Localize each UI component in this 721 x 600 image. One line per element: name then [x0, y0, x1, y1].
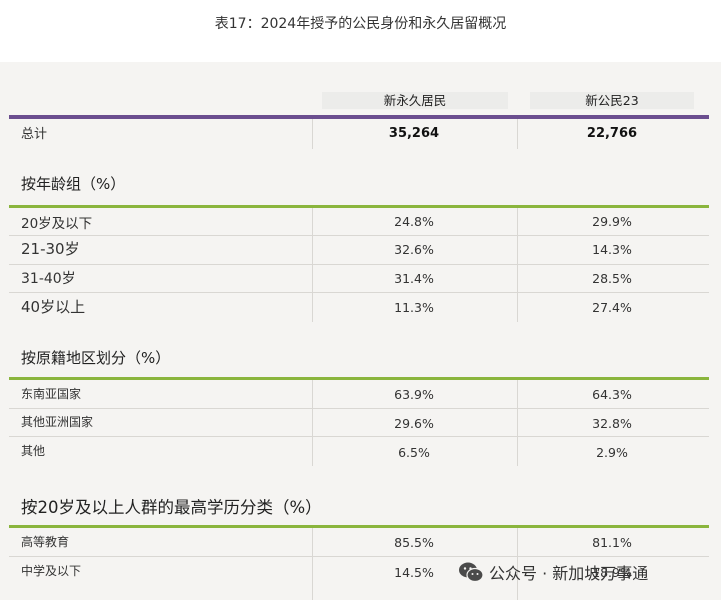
row-label-age: 20岁及以下	[21, 216, 93, 232]
row-divider	[9, 292, 709, 293]
column-divider	[312, 208, 313, 322]
age-citizen-value: 27.4%	[592, 300, 632, 315]
row-divider	[9, 264, 709, 265]
row-label-origin: 其他亚洲国家	[21, 415, 94, 429]
table-caption: 表17：2024年授予的公民身份和永久居留概况	[214, 16, 507, 32]
education-citizen-value: 18.9%	[592, 565, 632, 580]
row-label-education: 高等教育	[21, 535, 70, 549]
column-divider	[312, 528, 313, 600]
row-label-origin: 其他	[21, 444, 46, 458]
row-label-education: 中学及以下	[21, 564, 82, 578]
wechat-icon	[459, 562, 484, 583]
column-divider	[517, 119, 518, 149]
origin-pr-value: 6.5%	[398, 445, 430, 460]
section-divider	[9, 525, 709, 528]
row-label-age: 21-30岁	[21, 240, 80, 258]
section-divider	[9, 377, 709, 380]
column-divider	[312, 380, 313, 466]
age-pr-value: 32.6%	[394, 242, 434, 257]
row-divider	[9, 235, 709, 236]
education-pr-value: 85.5%	[394, 535, 434, 550]
age-pr-value: 24.8%	[394, 214, 434, 229]
origin-citizen-value: 2.9%	[596, 445, 628, 460]
column-divider	[517, 528, 518, 600]
header-divider	[9, 115, 709, 119]
age-pr-value: 31.4%	[394, 271, 434, 286]
table-panel	[0, 62, 721, 600]
row-divider	[9, 436, 709, 437]
age-pr-value: 11.3%	[394, 300, 434, 315]
origin-pr-value: 63.9%	[394, 387, 434, 402]
total-citizen-value: 22,766	[586, 126, 638, 141]
origin-pr-value: 29.6%	[394, 416, 434, 431]
age-citizen-value: 14.3%	[592, 242, 632, 257]
origin-citizen-value: 32.8%	[592, 416, 632, 431]
total-label: 总计	[21, 127, 48, 142]
row-label-age: 40岁以上	[21, 298, 86, 316]
column-divider	[517, 208, 518, 322]
section-title-education: 按20岁及以上人群的最高学历分类（%）	[21, 498, 322, 517]
education-citizen-value: 81.1%	[592, 535, 632, 550]
column-header-new-citizens: 新公民23	[530, 92, 694, 109]
watermark-text: 公众号 · 新加坡万事通	[489, 564, 649, 583]
column-divider	[312, 119, 313, 149]
age-citizen-value: 29.9%	[592, 214, 632, 229]
section-title-origin: 按原籍地区划分（%）	[21, 349, 171, 367]
row-label-origin: 东南亚国家	[21, 387, 82, 401]
column-header-new-pr: 新永久居民	[322, 92, 508, 109]
column-divider	[517, 380, 518, 466]
total-pr-value: 35,264	[388, 126, 440, 141]
age-citizen-value: 28.5%	[592, 271, 632, 286]
section-title-age: 按年龄组（%）	[21, 175, 126, 193]
wechat-watermark: 公众号 · 新加坡万事通	[458, 560, 648, 584]
row-divider	[9, 408, 709, 409]
row-divider	[9, 556, 709, 557]
row-label-age: 31-40岁	[21, 271, 76, 287]
section-divider	[9, 205, 709, 208]
origin-citizen-value: 64.3%	[592, 387, 632, 402]
education-pr-value: 14.5%	[394, 565, 434, 580]
